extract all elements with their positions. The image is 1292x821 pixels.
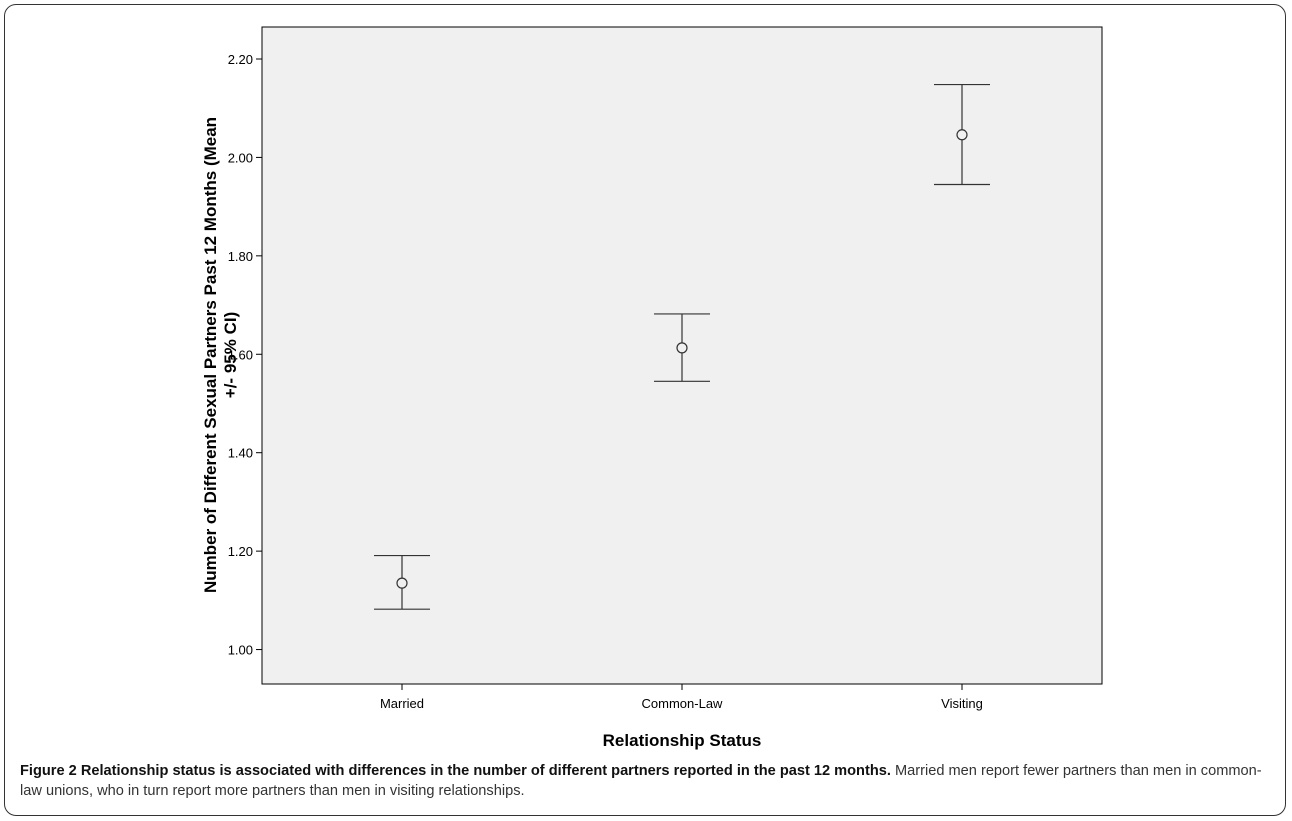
figure-frame	[4, 4, 1286, 816]
error-bar-chart: 1.00 1.20 1.40 1.60 1.80 2.00 2.20 Married Comm…	[201, 26, 1103, 750]
caption-lead: Figure 2 Relationship status is associat…	[20, 763, 891, 779]
x-tick-label: Common-Law	[642, 696, 724, 711]
x-tick-label: Visiting	[941, 696, 983, 711]
y-tick-label: 1.80	[228, 249, 253, 264]
y-tick-label: 1.40	[228, 446, 253, 461]
y-tick-label: 2.20	[228, 52, 253, 67]
mean-point	[956, 129, 968, 141]
y-tick-label: 2.00	[228, 150, 253, 165]
y-axis-title-line2: +/- 95% CI)	[221, 312, 240, 398]
y-axis-title-line1: Number of Different Sexual Partners Past…	[201, 117, 220, 593]
mean-point	[396, 577, 408, 589]
y-tick-label: 1.00	[228, 643, 253, 658]
data-marks	[374, 83, 990, 610]
mean-point	[676, 342, 688, 354]
x-axis: Married Common-Law Visiting	[380, 684, 983, 711]
figure-caption: Figure 2 Relationship status is associat…	[20, 762, 1275, 801]
y-tick-label: 1.60	[228, 347, 253, 362]
y-tick-label: 1.20	[228, 544, 253, 559]
caption-body: Married men report fewer partners than m…	[20, 763, 1262, 799]
x-axis-title: Relationship Status	[603, 731, 762, 750]
y-axis: 1.00 1.20 1.40 1.60 1.80 2.00 2.20	[228, 52, 262, 658]
x-tick-label: Married	[380, 696, 424, 711]
